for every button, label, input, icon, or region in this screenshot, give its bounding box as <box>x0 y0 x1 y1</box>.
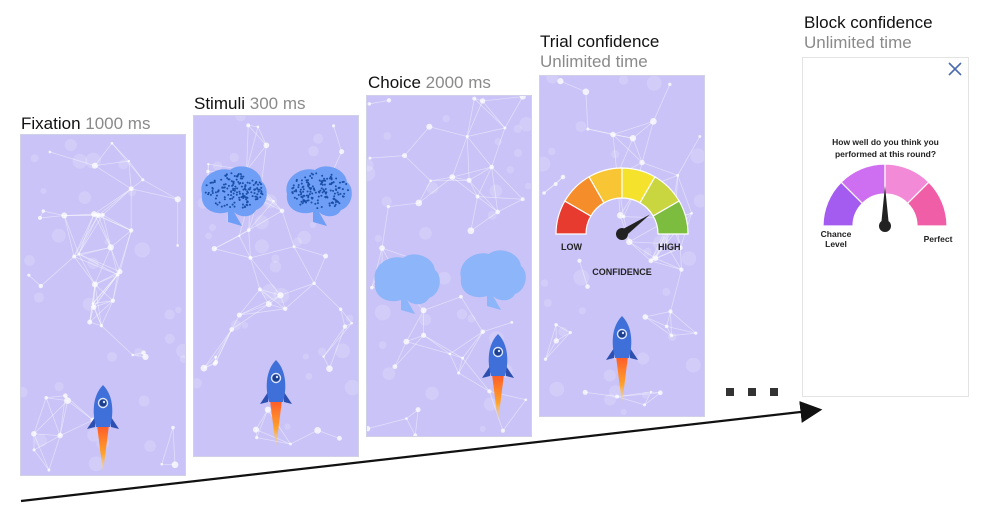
step-title-fixation: Fixation 1000 ms <box>21 114 151 133</box>
rocket-icon <box>482 334 514 422</box>
brain-icon-right <box>286 166 352 226</box>
stimuli-screen <box>193 115 359 457</box>
ellipsis <box>726 383 792 401</box>
rocket-icon <box>87 385 119 473</box>
step-title-stimuli: Stimuli 300 ms <box>194 94 306 113</box>
block-confidence-dialog[interactable]: How well do you think you performed at t… <box>802 57 969 397</box>
block-question: How well do you think you performed at t… <box>832 137 939 159</box>
perfect-label: Perfect <box>923 234 953 244</box>
rocket-icon <box>260 360 292 448</box>
trial-confidence-screen[interactable]: LOW HIGH CONFIDENCE <box>539 75 705 417</box>
gauge-high-label: HIGH <box>658 242 681 252</box>
fixation-screen <box>20 134 186 476</box>
step-title-block-confidence: Block confidence Unlimited time <box>804 13 933 52</box>
rocket-icon <box>606 316 638 404</box>
choice-screen[interactable] <box>366 95 532 437</box>
close-icon[interactable] <box>946 60 964 78</box>
brain-icon-left <box>201 166 267 226</box>
gauge-low-label: LOW <box>561 242 582 252</box>
step-title-choice: Choice 2000 ms <box>368 73 491 92</box>
chance-level-label: Chance Level <box>820 229 852 249</box>
gauge-caption: CONFIDENCE <box>592 267 652 277</box>
brain-option-right[interactable] <box>460 250 526 310</box>
step-title-trial-confidence: Trial confidence Unlimited time <box>540 32 660 71</box>
gauge-icon[interactable] <box>822 163 948 232</box>
brain-option-left[interactable] <box>374 254 440 314</box>
gauge-icon[interactable] <box>555 167 689 240</box>
